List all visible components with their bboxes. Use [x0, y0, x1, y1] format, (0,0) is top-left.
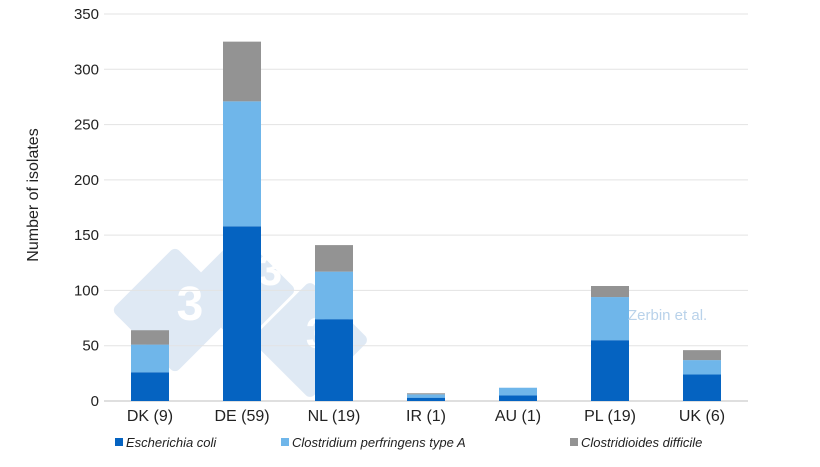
bar-segment — [407, 397, 445, 401]
legend: Escherichia coli Clostridium perfringens … — [115, 435, 702, 450]
legend-label: Clostridium perfringens type A — [292, 435, 466, 450]
bar-segment — [315, 271, 353, 320]
legend-swatch — [570, 438, 578, 446]
y-axis-label: Number of isolates — [25, 128, 42, 261]
svg-text:3: 3 — [177, 278, 204, 331]
y-tick-label: 0 — [91, 393, 99, 410]
bar-segment — [131, 330, 169, 345]
bar-segment — [131, 344, 169, 373]
y-tick-label: 50 — [82, 338, 99, 355]
bar-segment — [499, 387, 537, 396]
y-tick-label: 200 — [74, 172, 99, 189]
x-tick-label: NL (19) — [308, 408, 361, 425]
x-tick-label: AU (1) — [495, 408, 541, 425]
bar-segment — [407, 393, 445, 395]
legend-item: Clostridioides difficile — [570, 435, 702, 450]
bar-segment — [591, 286, 629, 298]
bar-segment — [131, 372, 169, 401]
bar-segment — [591, 340, 629, 401]
bar-segment — [223, 41, 261, 102]
bar-segment — [315, 245, 353, 272]
bar-segment — [315, 319, 353, 401]
legend-item: Clostridium perfringens type A — [281, 435, 466, 450]
source-annotation: Zerbin et al. — [628, 307, 707, 324]
legend-label: Clostridioides difficile — [581, 435, 702, 450]
x-tick-labels: DK (9) DE (59) NL (19) IR (1) AU (1) PL (19) U… — [127, 408, 725, 425]
bar-segment — [683, 350, 721, 361]
legend-swatch — [281, 438, 289, 446]
bar-segment — [407, 394, 445, 398]
x-tick-label: PL (19) — [584, 408, 636, 425]
x-tick-label: IR (1) — [406, 408, 446, 425]
bar-segment — [223, 226, 261, 401]
svg-text:3: 3 — [258, 246, 282, 295]
y-tick-labels: 0 50 100 150 200 250 300 350 — [74, 6, 99, 410]
bar-segment — [591, 297, 629, 341]
bar-segment — [499, 395, 537, 401]
legend-label: Escherichia coli — [126, 435, 217, 450]
legend-swatch — [115, 438, 123, 446]
y-tick-label: 300 — [74, 61, 99, 78]
x-tick-label: UK (6) — [679, 408, 725, 425]
bar-segment — [223, 101, 261, 227]
x-tick-label: DE (59) — [214, 408, 269, 425]
y-tick-label: 350 — [74, 6, 99, 23]
gridlines — [104, 13, 748, 402]
bar-segment — [683, 374, 721, 401]
bars — [131, 41, 721, 401]
y-tick-label: 250 — [74, 117, 99, 134]
y-tick-label: 100 — [74, 282, 99, 299]
legend-item: Escherichia coli — [115, 435, 217, 450]
bar-segment — [683, 360, 721, 375]
y-tick-label: 150 — [74, 227, 99, 244]
x-tick-label: DK (9) — [127, 408, 173, 425]
